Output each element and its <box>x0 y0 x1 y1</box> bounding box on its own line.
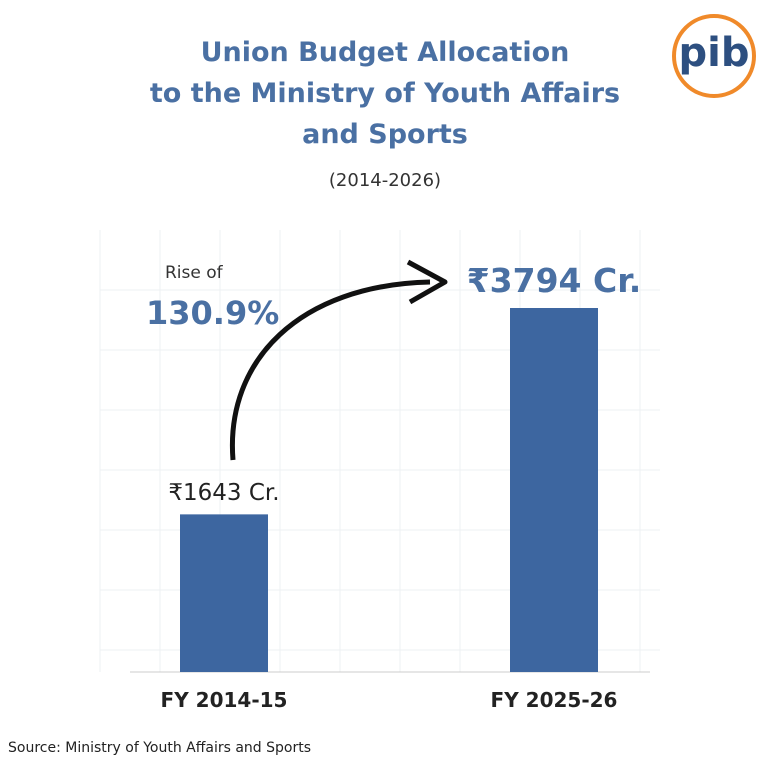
bar <box>180 514 268 672</box>
value-label: ₹3794 Cr. <box>466 261 642 300</box>
value-label: ₹1643 Cr. <box>168 480 280 507</box>
source: Source: Ministry of Youth Affairs and Sp… <box>8 740 312 756</box>
x-tick-label: FY 2014-15 <box>160 688 288 712</box>
annotation: 130.9% <box>146 294 280 332</box>
x-tick-label: FY 2025-26 <box>490 688 618 712</box>
chart-subtitle: (2014-2026) <box>328 170 442 191</box>
logo: pib <box>672 14 756 98</box>
chart-title: Union Budget Allocation to the Ministry … <box>149 37 621 150</box>
annotation: Rise of <box>165 263 223 283</box>
rise-arrow <box>229 279 431 461</box>
bar <box>510 308 598 672</box>
arrow-head <box>406 259 448 305</box>
